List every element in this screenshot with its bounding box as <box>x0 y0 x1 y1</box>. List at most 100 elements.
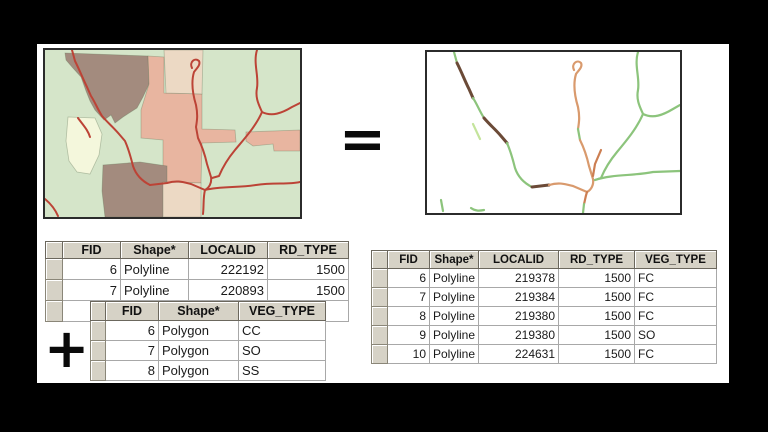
input-map-canvas <box>45 50 300 217</box>
row-selector <box>90 320 106 341</box>
column-header: LOCALID <box>478 250 560 269</box>
cell-shape: Polygon <box>158 340 239 361</box>
column-header: RD_TYPE <box>558 250 636 269</box>
vegetation-attribute-table: FID Shape* VEG_TYPE 6 Polygon CC 7 Polyg… <box>90 301 326 381</box>
input-map <box>43 48 302 219</box>
cell-shape: Polyline <box>428 325 480 345</box>
cell-shape: Polyline <box>428 268 480 288</box>
cell-rdtype: 1500 <box>558 344 636 364</box>
vegetation-polygon-salmon-right <box>245 129 300 152</box>
column-header: Shape* <box>158 301 239 321</box>
cell-vegtype: FC <box>634 344 718 364</box>
result-line-salmon-diagonal <box>591 148 603 178</box>
plus-sign: + <box>44 317 90 380</box>
cell-vegtype: CC <box>238 320 326 341</box>
row-selector <box>371 344 388 364</box>
result-line-green-drop-tip <box>581 202 586 213</box>
cell-rdtype: 1500 <box>558 287 636 307</box>
row-selector <box>371 287 388 307</box>
cell-fid: 6 <box>387 268 430 288</box>
cell-localid: 224631 <box>478 344 560 364</box>
cell-rdtype: 1500 <box>267 258 349 280</box>
column-header: VEG_TYPE <box>634 250 718 269</box>
cell-rdtype: 1500 <box>558 306 636 326</box>
result-line-green-stub-1 <box>439 198 445 213</box>
table-row: 9 Polyline 219380 1500 SO <box>371 325 718 345</box>
cell-shape: Polygon <box>158 360 239 381</box>
result-map <box>425 50 682 215</box>
cell-fid: 6 <box>105 320 159 341</box>
row-selector <box>90 340 106 361</box>
cell-shape: Polyline <box>428 344 480 364</box>
table-row: 8 Polygon SS <box>90 360 326 381</box>
cell-shape: Polyline <box>428 287 480 307</box>
result-line-brown-3 <box>530 183 551 189</box>
column-header: VEG_TYPE <box>238 301 326 321</box>
result-line-green-2 <box>471 96 486 120</box>
vegetation-polygon-brown-top <box>64 52 150 124</box>
result-line-lightgreen-spur <box>471 122 482 141</box>
cell-vegtype: FC <box>634 287 718 307</box>
road-polyline-southwest-stub <box>45 198 59 217</box>
table-header-row: FID Shape* LOCALID RD_TYPE VEG_TYPE <box>371 250 718 269</box>
result-line-green-1 <box>452 52 459 65</box>
cell-vegtype: FC <box>634 306 718 326</box>
column-header: Shape* <box>428 250 480 269</box>
result-line-green-stub-2 <box>469 206 486 212</box>
result-line-green-east-horizontal <box>593 169 680 182</box>
row-selector <box>371 268 388 288</box>
column-header: FID <box>387 250 430 269</box>
row-selector <box>90 360 106 381</box>
column-header: FID <box>62 241 121 259</box>
column-header: LOCALID <box>188 241 268 259</box>
road-polyline-cream-spur <box>77 117 91 138</box>
table-row: 6 Polyline 222192 1500 <box>45 258 349 280</box>
cell-fid: 8 <box>105 360 159 381</box>
cell-fid: 7 <box>62 279 121 301</box>
road-polyline-east-branch <box>261 102 300 116</box>
row-selector-header <box>45 241 63 259</box>
result-map-background <box>427 52 680 213</box>
cell-shape: Polyline <box>120 258 189 280</box>
cell-vegtype: SS <box>238 360 326 381</box>
table-row: 7 Polyline 220893 1500 <box>45 279 349 301</box>
vegetation-polygon-salmon-center <box>140 55 237 184</box>
result-line-brown-1 <box>455 61 475 100</box>
row-selector <box>45 258 63 280</box>
result-map-canvas <box>427 52 680 213</box>
cell-fid: 10 <box>387 344 430 364</box>
cell-shape: Polygon <box>158 320 239 341</box>
row-selector-header <box>371 250 388 269</box>
row-selector <box>371 325 388 345</box>
column-header: FID <box>105 301 159 321</box>
table-row: 7 Polygon SO <box>90 340 326 361</box>
table-row: 6 Polyline 219378 1500 FC <box>371 268 718 288</box>
table-row: 7 Polyline 219384 1500 FC <box>371 287 718 307</box>
row-selector <box>45 300 63 322</box>
result-attribute-table: FID Shape* LOCALID RD_TYPE VEG_TYPE 6 Po… <box>371 250 718 364</box>
road-polyline-center <box>190 58 213 215</box>
cell-vegtype: SO <box>238 340 326 361</box>
row-selector-header <box>90 301 106 321</box>
result-line-green-3 <box>505 141 534 189</box>
table-header-row: FID Shape* VEG_TYPE <box>90 301 326 321</box>
cell-fid: 6 <box>62 258 121 280</box>
cell-fid: 9 <box>387 325 430 345</box>
vegetation-polygon-tan-top <box>163 50 204 95</box>
table-row: 8 Polyline 219380 1500 FC <box>371 306 718 326</box>
road-polyline-west <box>71 50 151 186</box>
result-line-green-east-branch <box>641 103 680 118</box>
row-selector <box>45 279 63 301</box>
cell-localid: 222192 <box>188 258 268 280</box>
cell-rdtype: 1500 <box>558 325 636 345</box>
row-selector <box>371 306 388 326</box>
vegetation-polygon-tan-bottom <box>162 181 202 217</box>
column-header: RD_TYPE <box>267 241 349 259</box>
table-row: 10 Polyline 224631 1500 FC <box>371 344 718 364</box>
column-header: Shape* <box>120 241 189 259</box>
cell-localid: 219384 <box>478 287 560 307</box>
result-line-brown-2 <box>482 116 509 145</box>
cell-vegtype: SO <box>634 325 718 345</box>
cell-fid: 7 <box>105 340 159 361</box>
cell-localid: 219380 <box>478 306 560 326</box>
